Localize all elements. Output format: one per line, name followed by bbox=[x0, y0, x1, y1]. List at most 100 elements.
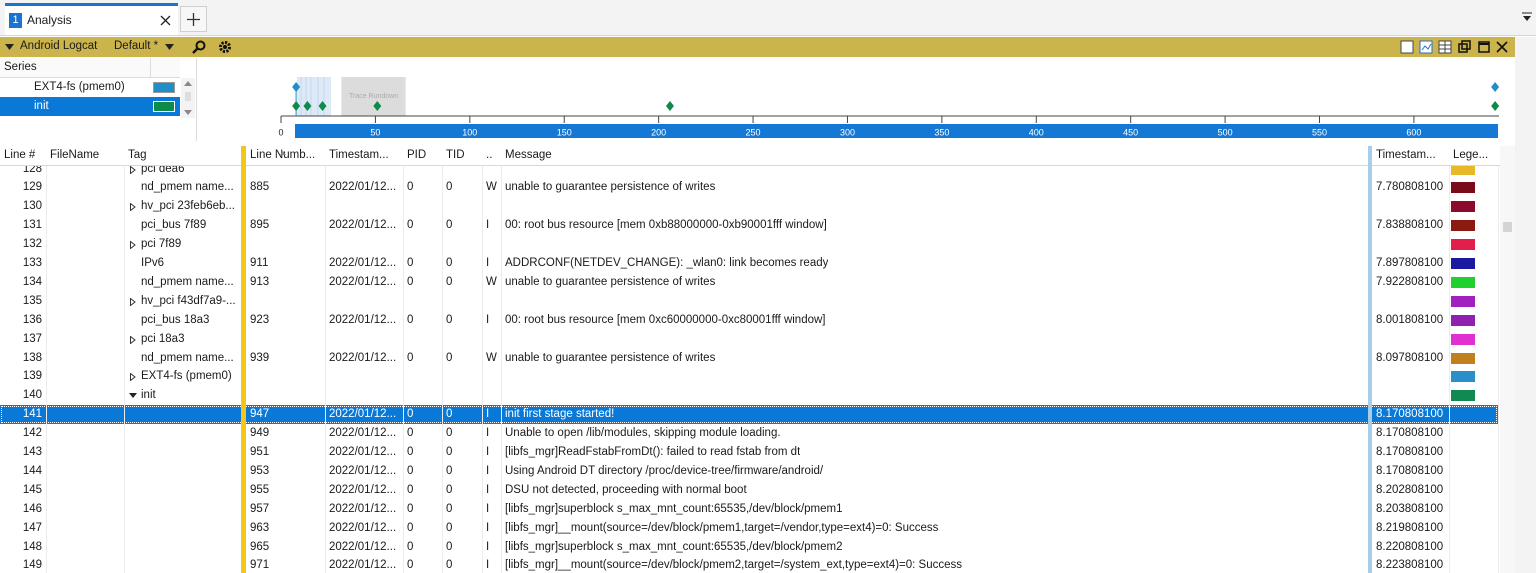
tab-menu[interactable] bbox=[1522, 12, 1532, 22]
preset-name[interactable]: Default * bbox=[114, 40, 159, 52]
cell: 0 bbox=[446, 275, 453, 288]
cell: 128 bbox=[22, 165, 42, 175]
cell: 0 bbox=[446, 521, 453, 534]
cell: 142 bbox=[22, 427, 42, 440]
legend-swatch bbox=[1451, 165, 1475, 175]
cell: 0 bbox=[446, 464, 453, 477]
cell: 0 bbox=[446, 483, 453, 496]
series-row[interactable]: init bbox=[0, 97, 180, 116]
table-row[interactable]: 132 pci 7f89 bbox=[0, 235, 1498, 254]
column-header[interactable]: FileName bbox=[50, 149, 100, 161]
plus-icon bbox=[187, 13, 200, 26]
table-row[interactable]: 145 955 2022/01/12... 0 0 I DSU not detected, … bbox=[0, 481, 1498, 500]
event-marker bbox=[1491, 101, 1500, 111]
expander[interactable] bbox=[129, 297, 137, 307]
event-marker bbox=[303, 101, 312, 111]
table-row[interactable]: 142 949 2022/01/12... 0 0 I Unable to open /li… bbox=[0, 424, 1498, 443]
expander[interactable] bbox=[129, 165, 137, 175]
table-scrollbar[interactable] bbox=[1500, 146, 1515, 573]
column-header[interactable]: Lege... bbox=[1453, 149, 1489, 161]
table-row[interactable]: 148 965 2022/01/12... 0 0 I [libfs_mgr]superbl… bbox=[0, 538, 1498, 557]
cell: I bbox=[486, 521, 490, 534]
expander[interactable] bbox=[129, 202, 137, 212]
column-header[interactable]: Tag bbox=[128, 149, 147, 161]
table-row[interactable]: 147 963 2022/01/12... 0 0 I [libfs_mgr]__mount… bbox=[0, 519, 1498, 538]
collapse-icon[interactable] bbox=[5, 44, 14, 51]
selection-highlight bbox=[297, 77, 331, 116]
cell: [libfs_mgr]ReadFstabFromDt(): failed to … bbox=[505, 446, 801, 458]
table-row[interactable]: 133 IPv6 911 2022/01/12... 0 0 I ADDRCONF(NETDE… bbox=[0, 254, 1498, 273]
column-header[interactable]: TID bbox=[446, 149, 465, 161]
sort-indicator bbox=[280, 146, 286, 155]
column-header[interactable]: Message bbox=[505, 149, 552, 161]
cell: 0 bbox=[407, 464, 414, 477]
expander[interactable] bbox=[129, 372, 137, 382]
column-header[interactable]: .. bbox=[486, 149, 493, 161]
table-row[interactable]: 144 953 2022/01/12... 0 0 I Using Android DT d… bbox=[0, 462, 1498, 481]
cell: 0 bbox=[407, 257, 414, 269]
cell: 146 bbox=[22, 502, 42, 515]
new-tab[interactable] bbox=[180, 6, 207, 32]
close-tab[interactable] bbox=[160, 15, 171, 26]
column-header[interactable]: Line # bbox=[4, 149, 36, 161]
table-body: 128 pci dea6 129 nd_pmem name... 885 2022/01/… bbox=[0, 165, 1500, 573]
series-scrollbar[interactable] bbox=[181, 78, 195, 118]
tick-label: 250 bbox=[746, 128, 761, 138]
cell: [libfs_mgr]superblock s_max_mnt_count:65… bbox=[505, 502, 843, 515]
table-row[interactable]: 139 EXT4-fs (pmem0) bbox=[0, 367, 1498, 386]
table-row[interactable]: 146 957 2022/01/12... 0 0 I [libfs_mgr]superbl… bbox=[0, 500, 1498, 519]
series-panel: Series EXT4-fs (pmem0) init bbox=[0, 58, 197, 141]
tab-number: 1 bbox=[9, 13, 22, 28]
cell: pci 18a3 bbox=[141, 332, 185, 345]
expander[interactable] bbox=[129, 391, 137, 399]
region-label: Trace Rundown bbox=[349, 93, 398, 100]
column-line bbox=[325, 146, 326, 573]
scroll-thumb[interactable] bbox=[1503, 222, 1512, 232]
cell: 139 bbox=[22, 370, 42, 383]
settings-icon[interactable] bbox=[218, 40, 232, 54]
cell: 0 bbox=[446, 351, 453, 364]
table-row[interactable]: 130 hv_pci 23feb6eb... bbox=[0, 197, 1498, 216]
cell: init first stage started! bbox=[505, 408, 615, 421]
cell: 963 bbox=[250, 521, 270, 534]
view-icons[interactable] bbox=[1400, 40, 1515, 54]
cell: 136 bbox=[22, 313, 42, 326]
cell: 8.097808100 bbox=[1376, 351, 1444, 364]
cell: 0 bbox=[407, 540, 414, 553]
cell: unable to guarantee persistence of write… bbox=[505, 181, 716, 194]
table-row[interactable]: 140 init bbox=[0, 386, 1498, 405]
cell: 0 bbox=[407, 219, 414, 232]
column-header[interactable]: Timestam... bbox=[1376, 149, 1436, 161]
table-row[interactable]: 143 951 2022/01/12... 0 0 I [libfs_mgr]ReadFst… bbox=[0, 443, 1498, 462]
cell: 2022/01/12... bbox=[329, 483, 397, 496]
expander[interactable] bbox=[129, 240, 137, 250]
preset-dropdown[interactable] bbox=[165, 44, 174, 51]
table-row[interactable]: 149 971 2022/01/12... 0 0 I [libfs_mgr]__mount… bbox=[0, 556, 1498, 573]
table-row[interactable]: 135 hv_pci f43df7a9-... bbox=[0, 292, 1498, 311]
cell: 0 bbox=[407, 446, 414, 458]
cell: 913 bbox=[250, 275, 270, 288]
table-row[interactable]: 136 pci_bus 18a3 923 2022/01/12... 0 0 I 00: ro… bbox=[0, 311, 1498, 330]
table-row[interactable]: 137 pci 18a3 bbox=[0, 330, 1498, 349]
table-row[interactable]: 128 pci dea6 bbox=[0, 165, 1498, 179]
column-header[interactable]: Line Numb... bbox=[250, 149, 316, 161]
search-icon[interactable] bbox=[192, 40, 206, 54]
series-swatch bbox=[153, 82, 175, 93]
cell: 2022/01/12... bbox=[329, 275, 397, 288]
event-marker bbox=[318, 101, 327, 111]
column-header[interactable]: PID bbox=[407, 149, 427, 161]
expander[interactable] bbox=[129, 335, 137, 345]
series-row[interactable]: EXT4-fs (pmem0) bbox=[0, 78, 180, 97]
region bbox=[341, 77, 406, 116]
table-row[interactable]: 131 pci_bus 7f89 895 2022/01/12... 0 0 I 00: ro… bbox=[0, 216, 1498, 235]
cell: 0 bbox=[446, 540, 453, 553]
legend-swatch bbox=[1451, 276, 1475, 288]
column-header[interactable]: Timestam... bbox=[329, 149, 389, 161]
tab[interactable]: 1 Analysis bbox=[5, 3, 178, 35]
column-line bbox=[46, 146, 47, 573]
divider bbox=[150, 58, 151, 77]
